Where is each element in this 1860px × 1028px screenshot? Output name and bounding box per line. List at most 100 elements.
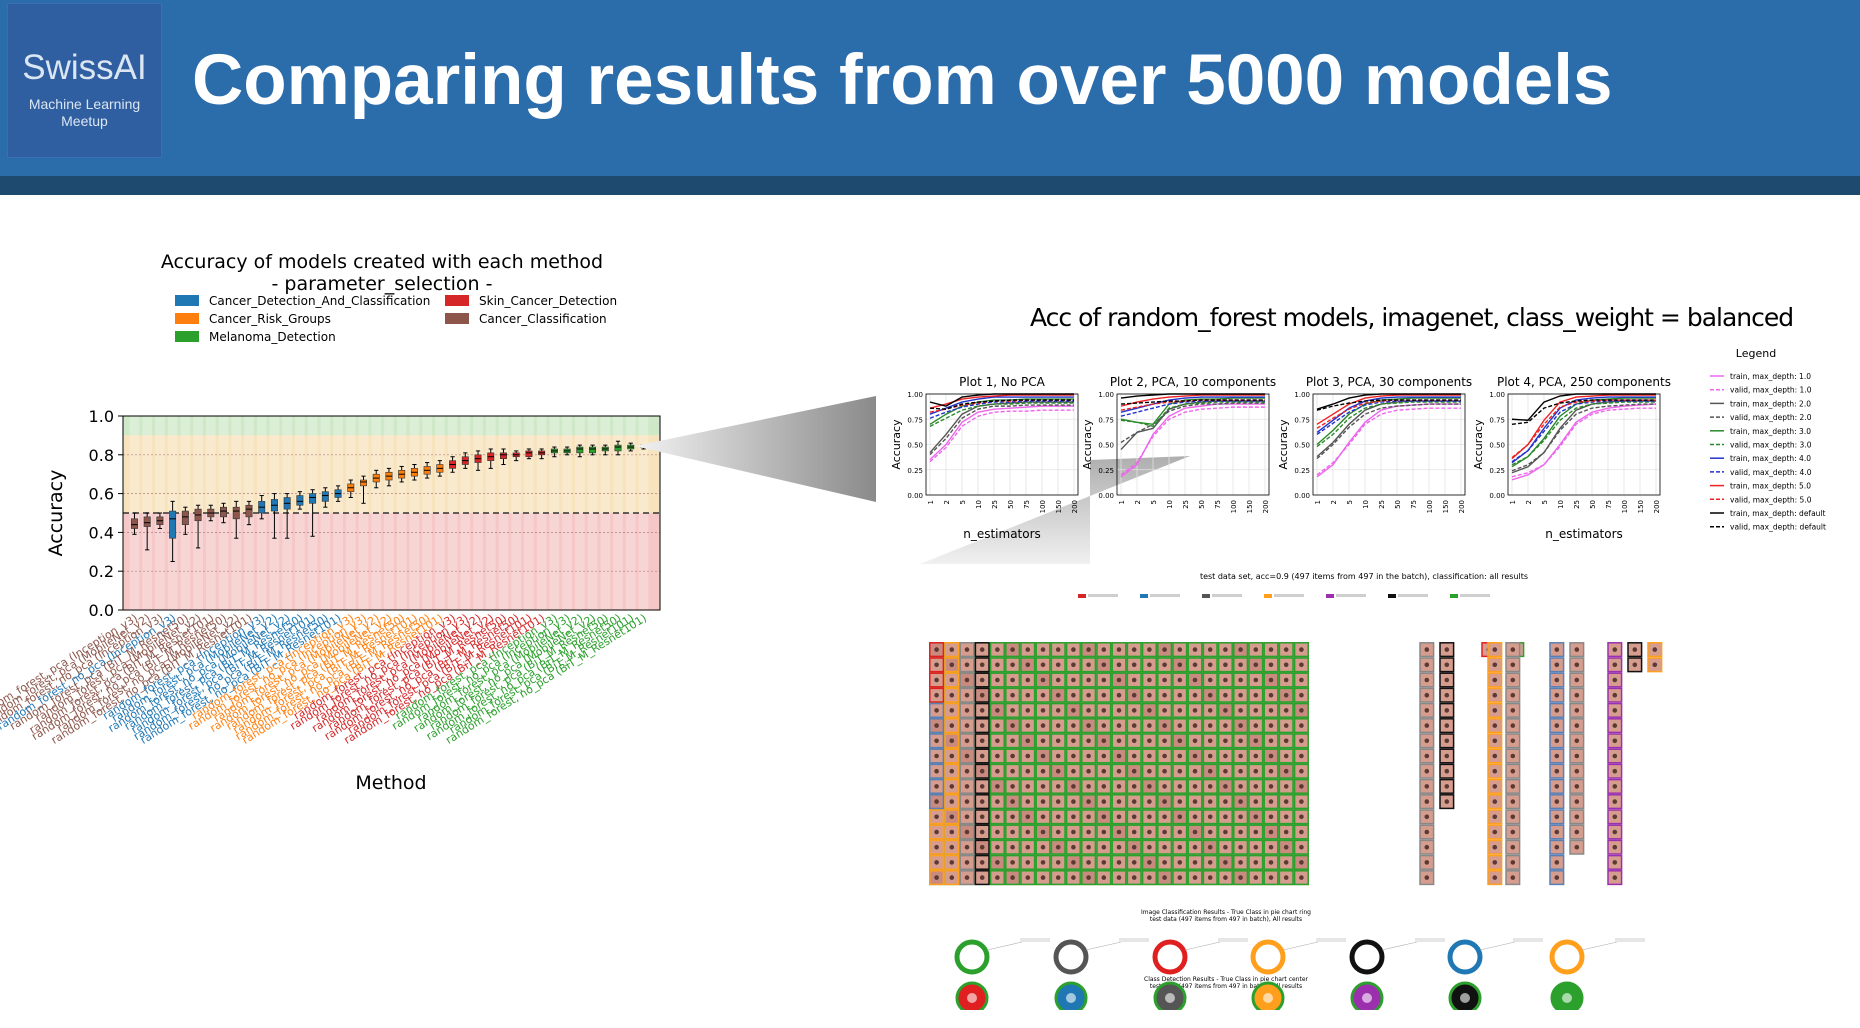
thumbnail-lesion: [1055, 738, 1061, 744]
thumbnail-lesion: [1238, 768, 1243, 774]
thumbnail-lesion: [1424, 875, 1430, 880]
thumbnail-lesion: [934, 860, 939, 865]
y-tick-label: 1.00: [1489, 391, 1505, 399]
thumbnail-lesion: [1177, 784, 1183, 789]
pie-ring: [1152, 939, 1188, 975]
thumbnail-lesion: [1055, 708, 1061, 713]
thumbnail-lesion: [995, 829, 1000, 835]
thumbnail-lesion: [1424, 692, 1430, 698]
thumbnail-lesion: [1101, 768, 1107, 774]
series-line: [1511, 397, 1656, 468]
thumbnail-lesion: [964, 814, 970, 820]
thumbnail-lesion: [1253, 647, 1259, 652]
results-legend-text: [1088, 594, 1118, 597]
results-legend-swatch: [1450, 594, 1458, 598]
box-column: [587, 416, 598, 610]
thumbnail-lesion: [1010, 860, 1015, 865]
y-tick-label: 0.8: [89, 446, 114, 465]
thumbnail-lesion: [1131, 799, 1137, 804]
thumbnail-lesion: [1444, 768, 1450, 774]
thumbnail-lesion: [1510, 692, 1516, 698]
thumbnail-lesion: [1055, 829, 1061, 835]
thumbnail-lesion: [1223, 723, 1228, 728]
thumbnail-lesion: [1424, 738, 1430, 744]
thumbnail-lesion: [1492, 708, 1498, 713]
thumbnail-lesion: [1574, 829, 1580, 835]
thumbnail-lesion: [1223, 738, 1228, 744]
thumbnail-lesion: [1283, 662, 1289, 668]
thumbnail-lesion: [1238, 829, 1243, 835]
thumbnail-lesion: [979, 738, 985, 744]
box: [321, 491, 329, 502]
thumbnail-lesion: [1040, 799, 1046, 804]
thumbnail-lesion: [1116, 647, 1122, 652]
thumbnail-lesion: [1040, 708, 1046, 713]
zoom-callout: [635, 396, 1190, 564]
thumbnail-lesion: [1510, 814, 1516, 820]
thumbnail-lesion: [1574, 799, 1580, 804]
thumbnail-lesion: [934, 799, 939, 804]
thumbnail-lesion: [1055, 692, 1061, 698]
legend-label: Cancer_Classification: [479, 312, 607, 326]
thumbnail-lesion: [1071, 784, 1076, 789]
thumbnail-lesion: [1283, 753, 1289, 759]
thumbnail-lesion: [1424, 829, 1430, 835]
y-tick-label: 0.25: [1098, 467, 1114, 475]
thumbnail-lesion: [1223, 875, 1228, 880]
x-tick-label: 150: [1637, 500, 1645, 513]
legend-label: valid, max_depth: 2.0: [1730, 413, 1812, 422]
thumbnail-lesion: [1299, 829, 1304, 835]
thumbnail-lesion: [1025, 784, 1031, 789]
thumbnail-lesion: [1116, 875, 1122, 880]
zoom-wedge-left: [635, 396, 876, 502]
y-tick-label: 0.4: [89, 523, 114, 542]
thumbnail-lesion: [1223, 753, 1228, 759]
thumbnail-lesion: [1268, 692, 1274, 698]
thumbnail-lesion: [1010, 829, 1015, 835]
thumbnail-lesion: [1444, 662, 1450, 668]
pie-label-box: [1218, 938, 1248, 942]
thumbnail-lesion: [1177, 768, 1183, 774]
thumbnail-lesion: [1101, 738, 1107, 744]
series-line: [1511, 407, 1656, 478]
pie-ring: [1053, 939, 1089, 975]
legend-label: valid, max_depth: 1.0: [1730, 386, 1812, 395]
y-axis-label: Accuracy: [1277, 419, 1290, 470]
thumbnail-lesion: [1268, 860, 1274, 865]
thumbnail-lesion: [1162, 662, 1167, 668]
thumbnail-lesion: [1147, 708, 1152, 713]
thumbnail-lesion: [1101, 647, 1107, 652]
thumbnail-lesion: [1071, 677, 1076, 683]
thumbnail-lesion: [1086, 677, 1091, 683]
thumbnail-lesion: [1101, 875, 1107, 880]
thumbnail-lesion: [995, 768, 1000, 774]
thumbnail-lesion: [1162, 692, 1167, 698]
pie-label-box: [1513, 938, 1543, 942]
thumbnail-lesion: [934, 677, 939, 683]
thumbnail-lesion: [1025, 829, 1031, 835]
thumbnail-lesion: [1162, 829, 1167, 835]
header-divider-bar: [0, 176, 1860, 195]
box-column: [396, 416, 407, 610]
thumbnail-lesion: [1268, 814, 1274, 820]
series-line: [1316, 401, 1461, 448]
thumbnail-lesion: [1299, 738, 1304, 744]
thumbnail-lesion: [1444, 753, 1450, 759]
thumbnail-lesion: [1177, 692, 1183, 698]
thumbnail-lesion: [1101, 814, 1107, 820]
thumbnail-lesion: [1283, 768, 1289, 774]
legend-label: train, max_depth: 2.0: [1730, 399, 1811, 408]
thumbnail-lesion: [1010, 844, 1015, 850]
thumbnail-lesion: [1223, 799, 1228, 804]
thumbnail-lesion: [995, 692, 1000, 698]
y-tick-label: 1.0: [89, 407, 114, 426]
y-tick-label: 0.50: [907, 442, 923, 450]
thumbnail-lesion: [1444, 647, 1450, 652]
thumbnail-lesion: [934, 662, 939, 668]
thumbnail-lesion: [1177, 875, 1183, 880]
thumbnail-lesion: [1010, 814, 1015, 820]
series-line: [929, 409, 1074, 463]
thumbnail-lesion: [1238, 723, 1243, 728]
box-column: [485, 416, 496, 610]
